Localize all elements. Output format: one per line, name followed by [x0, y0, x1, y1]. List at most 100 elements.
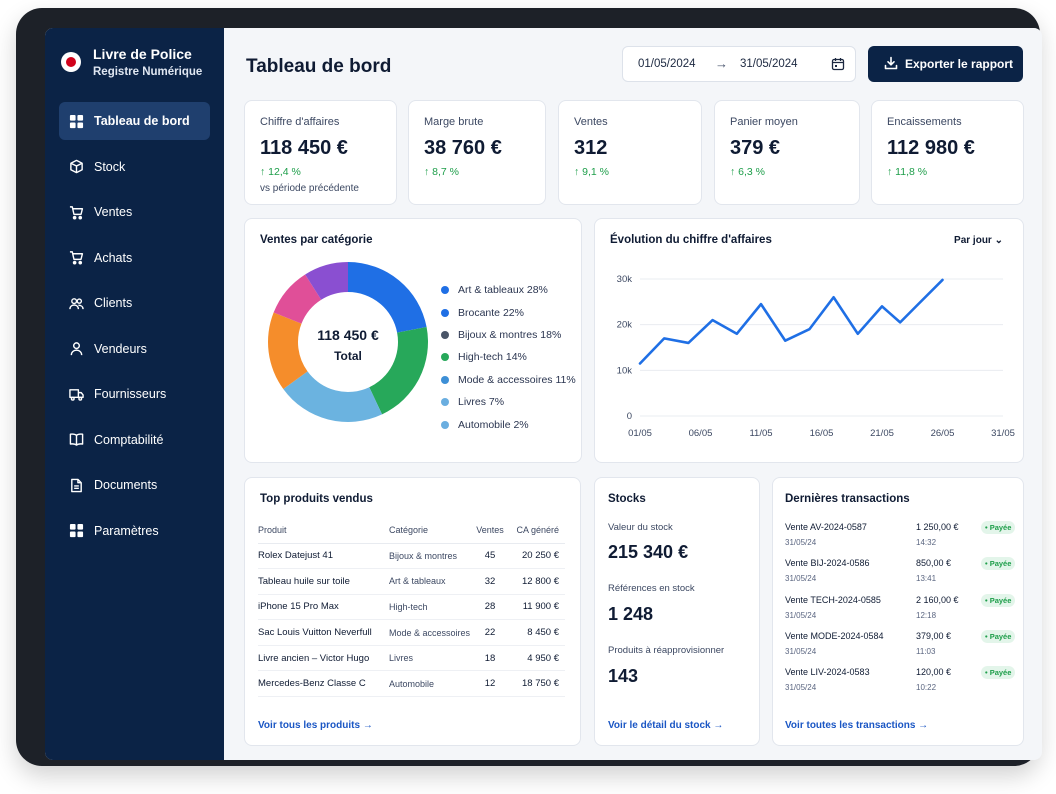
stock-refs-value: 1 248	[608, 604, 654, 624]
product-sales: 32	[472, 568, 508, 595]
stock-detail-link[interactable]: Voir le détail du stock →	[608, 720, 724, 731]
kpi-value: 38 760 €	[424, 137, 502, 159]
product-name: iPhone 15 Pro Max	[258, 594, 389, 621]
grid-icon	[68, 113, 84, 129]
transaction-amount: 120,00 €	[916, 667, 952, 677]
latest-transactions-card: Dernières transactions Vente AV-2024-058…	[772, 477, 1024, 746]
date-start[interactable]: 01/05/2024	[638, 58, 696, 70]
table-row[interactable]: Livre ancien – Victor Hugo Livres 18 4 9…	[258, 645, 565, 672]
sidebar-item-stock[interactable]: Stock	[59, 148, 210, 186]
transaction-item[interactable]: Vente AV-2024-0587 31/05/24 1 250,00 € 1…	[785, 521, 1016, 558]
table-row[interactable]: iPhone 15 Pro Max High-tech 28 11 900 €	[258, 594, 565, 621]
kpi-value: 379 €	[730, 137, 781, 159]
sidebar-item-label: Stock	[94, 159, 126, 174]
card-title: Stocks	[608, 493, 646, 505]
x-tick-label: 11/05	[749, 428, 772, 439]
legend-item: Livres 7%	[441, 391, 576, 413]
legend-dot	[441, 286, 449, 295]
donut-slice[interactable]	[273, 274, 322, 324]
donut-chart: 118 450 € Total	[267, 261, 429, 423]
sidebar-item-ventes[interactable]: Ventes	[59, 193, 210, 231]
kpi-delta: ↑ 6,3 %	[730, 166, 766, 178]
transaction-item[interactable]: Vente LIV-2024-0583 31/05/24 120,00 € 10…	[785, 666, 1016, 703]
stock-value: 215 340 €	[608, 542, 689, 562]
donut-slice[interactable]	[305, 262, 348, 300]
donut-slice[interactable]	[348, 262, 427, 333]
table-header-row: Produit Catégorie Ventes CA généré	[258, 518, 565, 544]
table-row[interactable]: Tableau huile sur toile Art & tableaux 3…	[258, 568, 565, 595]
restock-value: 143	[608, 666, 639, 686]
all-products-link[interactable]: Voir tous les produits →	[258, 720, 373, 731]
transaction-item[interactable]: Vente BIJ-2024-0586 31/05/24 850,00 € 13…	[785, 557, 1016, 594]
sidebar-item-clients[interactable]: Clients	[59, 284, 210, 322]
table-row[interactable]: Rolex Datejust 41 Bijoux & montres 45 20…	[258, 543, 565, 570]
sidebar-item-dashboard[interactable]: Tableau de bord	[59, 102, 210, 140]
export-report-button[interactable]: Exporter le rapport	[868, 46, 1023, 82]
period-dropdown[interactable]: Par jour ⌄	[954, 235, 1003, 246]
revenue-trend-card: Évolution du chiffre d'affaires Par jour…	[594, 218, 1024, 463]
period-label: Par jour	[954, 235, 992, 246]
transaction-amount: 850,00 €	[916, 558, 952, 568]
kpi-card-collections: Encaissements 112 980 € ↑ 11,8 %	[871, 100, 1024, 205]
legend-dot	[441, 353, 449, 362]
brand-title: Livre de Police	[93, 46, 192, 62]
date-range-picker[interactable]: 01/05/2024 → 31/05/2024	[622, 46, 856, 82]
top-products-card: Top produits vendus Produit Catégorie Ve…	[244, 477, 581, 746]
all-transactions-link[interactable]: Voir toutes les transactions →	[785, 720, 929, 731]
kpi-delta: ↑ 8,7 %	[424, 166, 460, 178]
transaction-date: 31/05/24	[785, 538, 817, 547]
legend-dot	[441, 398, 449, 407]
sidebar-item-label: Comptabilité	[94, 432, 164, 447]
transaction-time: 10:22	[916, 683, 937, 692]
page-title: Tableau de bord	[246, 56, 392, 77]
transaction-item[interactable]: Vente MODE-2024-0584 31/05/24 379,00 € 1…	[785, 630, 1016, 667]
product-revenue: 18 750 €	[508, 670, 565, 698]
truck-icon	[68, 386, 84, 402]
transaction-time: 13:41	[916, 574, 937, 583]
kpi-delta: ↑ 11,8 %	[887, 166, 928, 178]
arrow-right-icon: →	[715, 56, 728, 71]
donut-slice[interactable]	[369, 327, 428, 415]
transaction-name: Vente AV-2024-0587	[785, 522, 867, 532]
transaction-amount: 379,00 €	[916, 631, 952, 641]
product-name: Rolex Datejust 41	[258, 543, 389, 570]
legend-item: Automobile 2%	[441, 413, 576, 435]
product-revenue: 4 950 €	[508, 645, 565, 672]
kpi-card-revenue: Chiffre d'affaires 118 450 € ↑ 12,4 % vs…	[244, 100, 397, 205]
calendar-icon[interactable]	[831, 57, 845, 71]
sidebar-item-comptabilite[interactable]: Comptabilité	[59, 421, 210, 459]
x-tick-label: 21/05	[870, 428, 894, 439]
box-icon	[68, 159, 84, 175]
product-sales: 45	[472, 543, 508, 570]
card-title: Évolution du chiffre d'affaires	[610, 234, 772, 246]
cart-icon	[68, 250, 84, 266]
transaction-item[interactable]: Vente TECH-2024-0585 31/05/24 2 160,00 €…	[785, 594, 1016, 631]
product-sales: 28	[472, 594, 508, 621]
transaction-amount: 2 160,00 €	[916, 595, 959, 605]
cart-icon	[68, 204, 84, 220]
line-chart: 0 10k 20k 30k 01/05 06/05 11/05 16/05 21/05 26/05…	[617, 274, 1015, 439]
sidebar-item-fournisseurs[interactable]: Fournisseurs	[59, 375, 210, 413]
restock-label: Produits à réapprovisionner	[608, 645, 725, 656]
date-end[interactable]: 31/05/2024	[740, 58, 798, 70]
product-sales: 12	[472, 670, 508, 698]
transaction-time: 12:18	[916, 611, 937, 620]
sidebar-item-parametres[interactable]: Paramètres	[59, 512, 210, 550]
sidebar-item-vendeurs[interactable]: Vendeurs	[59, 330, 210, 368]
legend-dot	[441, 330, 449, 339]
product-revenue: 12 800 €	[508, 568, 565, 595]
logo-icon	[61, 52, 81, 72]
product-name: Tableau huile sur toile	[258, 568, 389, 595]
product-revenue: 20 250 €	[508, 543, 565, 570]
main-content: Tableau de bord 01/05/2024 → 31/05/2024 …	[224, 28, 1042, 760]
donut-slice[interactable]	[268, 312, 308, 390]
kpi-value: 112 980 €	[887, 137, 975, 159]
legend-dot	[441, 375, 449, 384]
sidebar-item-documents[interactable]: Documents	[59, 466, 210, 504]
legend-label: Automobile 2%	[458, 418, 529, 431]
table-row[interactable]: Mercedes-Benz Classe C Automobile 12 18 …	[258, 670, 565, 698]
product-sales: 22	[472, 619, 508, 646]
sidebar-item-achats[interactable]: Achats	[59, 239, 210, 277]
donut-slice[interactable]	[283, 371, 383, 422]
table-row[interactable]: Sac Louis Vuitton Neverfull Mode & acces…	[258, 619, 565, 646]
